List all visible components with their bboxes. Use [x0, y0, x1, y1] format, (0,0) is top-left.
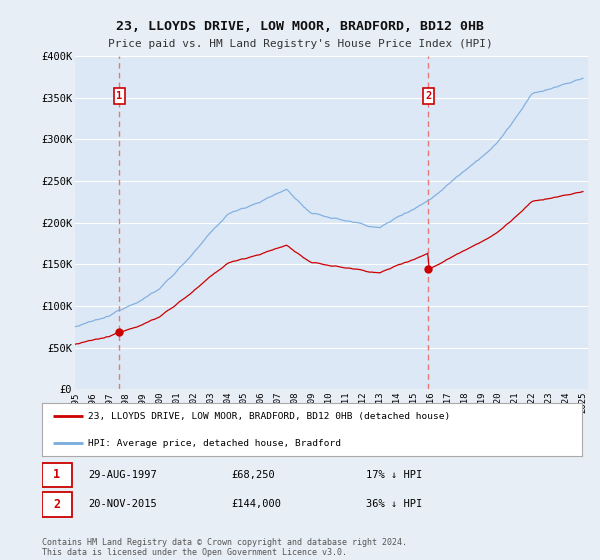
Text: HPI: Average price, detached house, Bradford: HPI: Average price, detached house, Brad… — [88, 438, 341, 447]
Text: 36% ↓ HPI: 36% ↓ HPI — [366, 500, 422, 510]
Text: £68,250: £68,250 — [231, 470, 275, 480]
Text: 17% ↓ HPI: 17% ↓ HPI — [366, 470, 422, 480]
FancyBboxPatch shape — [42, 463, 72, 487]
Text: 23, LLOYDS DRIVE, LOW MOOR, BRADFORD, BD12 0HB (detached house): 23, LLOYDS DRIVE, LOW MOOR, BRADFORD, BD… — [88, 412, 450, 421]
Text: Price paid vs. HM Land Registry's House Price Index (HPI): Price paid vs. HM Land Registry's House … — [107, 39, 493, 49]
Text: 20-NOV-2015: 20-NOV-2015 — [88, 500, 157, 510]
Text: 1: 1 — [116, 91, 122, 101]
Text: 2: 2 — [53, 498, 61, 511]
Text: 1: 1 — [53, 469, 61, 482]
Text: 29-AUG-1997: 29-AUG-1997 — [88, 470, 157, 480]
Text: £144,000: £144,000 — [231, 500, 281, 510]
Text: Contains HM Land Registry data © Crown copyright and database right 2024.
This d: Contains HM Land Registry data © Crown c… — [42, 538, 407, 557]
FancyBboxPatch shape — [42, 492, 72, 516]
Text: 23, LLOYDS DRIVE, LOW MOOR, BRADFORD, BD12 0HB: 23, LLOYDS DRIVE, LOW MOOR, BRADFORD, BD… — [116, 20, 484, 32]
Text: 2: 2 — [425, 91, 431, 101]
